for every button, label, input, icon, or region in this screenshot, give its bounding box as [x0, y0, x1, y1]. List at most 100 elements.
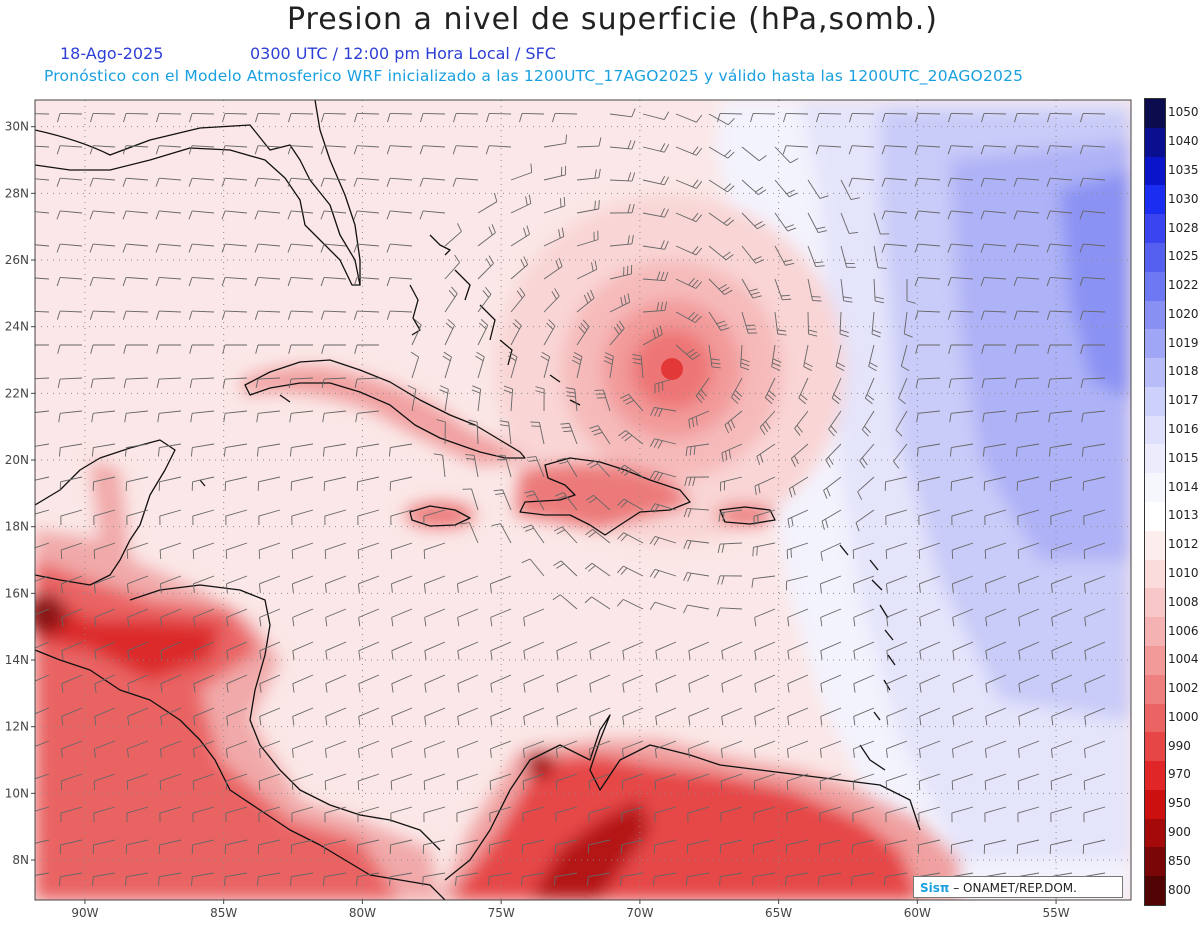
- wind-barb: [720, 476, 743, 492]
- wind-barb: [632, 354, 644, 379]
- wind-barb: [535, 386, 545, 412]
- wind-barb: [89, 145, 116, 155]
- wind-barb: [915, 113, 941, 123]
- wind-barb: [325, 740, 347, 758]
- wind-barb: [560, 422, 578, 445]
- wind-barb: [898, 377, 908, 405]
- wind-barb: [389, 872, 413, 886]
- wind-barb: [222, 377, 248, 388]
- wind-barb: [589, 674, 611, 693]
- wind-barb: [258, 509, 281, 526]
- wind-barb: [477, 255, 494, 280]
- colorbar-label: 1028: [1168, 220, 1199, 235]
- wind-barb: [949, 443, 974, 457]
- wind-barb: [873, 245, 887, 269]
- wind-barb: [355, 410, 380, 423]
- wind-barb: [1081, 443, 1106, 457]
- wind-barb: [521, 558, 545, 577]
- wind-barb: [915, 377, 941, 388]
- wind-barb: [752, 542, 776, 557]
- wind-barb: [189, 344, 215, 354]
- wind-barb: [786, 806, 809, 823]
- wind-barb: [586, 460, 611, 478]
- coast-jamaica: [409, 505, 471, 527]
- wind-barb: [389, 476, 413, 491]
- wind-barb: [159, 575, 182, 593]
- wind-barb: [947, 145, 974, 155]
- wind-barb: [951, 773, 974, 791]
- lat-label: 16N: [5, 586, 29, 600]
- colorbar-segment: [1145, 444, 1165, 474]
- wind-barb: [914, 276, 941, 287]
- wind-barb: [543, 288, 560, 313]
- wind-barb: [159, 542, 182, 560]
- wind-barb: [477, 286, 492, 313]
- wind-barb: [468, 419, 479, 445]
- wind-barb: [224, 872, 248, 886]
- wind-barb: [852, 575, 875, 593]
- wind-barb: [61, 674, 83, 693]
- coast-bahamas-3: [454, 269, 471, 301]
- wind-barb: [320, 145, 347, 155]
- wind-barb: [948, 113, 974, 123]
- wind-barb: [519, 113, 545, 123]
- wind-barb: [89, 243, 116, 253]
- wind-barb: [886, 608, 908, 627]
- wind-barb: [324, 773, 347, 791]
- wind-barb: [35, 277, 50, 280]
- wind-barb: [390, 773, 413, 791]
- wind-barb: [457, 740, 479, 758]
- wind-barb: [358, 608, 380, 627]
- lat-label: 20N: [5, 453, 29, 467]
- colorbar-label: 1050: [1168, 105, 1199, 120]
- wind-barb: [774, 245, 795, 266]
- wind-barb: [127, 674, 149, 693]
- wind-barb: [358, 740, 380, 758]
- wind-barb: [788, 476, 809, 498]
- wind-barb: [490, 641, 512, 660]
- wind-barb: [980, 310, 1007, 320]
- wind-barb: [653, 839, 677, 854]
- colorbar-segment: [1145, 847, 1165, 877]
- wind-barb: [522, 773, 545, 791]
- wind-barb: [225, 773, 248, 791]
- wind-barb: [1079, 310, 1106, 320]
- wind-barb: [320, 243, 347, 253]
- wind-barb: [949, 410, 974, 423]
- wind-barb: [485, 145, 512, 155]
- low-central-america-deep: [35, 590, 220, 680]
- wind-barb: [477, 224, 496, 247]
- wind-barb: [1079, 177, 1106, 187]
- wind-barb: [35, 344, 50, 346]
- low-colombia-deep: [530, 800, 650, 900]
- wind-barb: [452, 145, 479, 155]
- wind-barb: [191, 839, 215, 854]
- wind-barb: [886, 674, 908, 693]
- wind-barb: [791, 443, 809, 467]
- wind-barb: [556, 740, 578, 758]
- colorbar-label: 1015: [1168, 450, 1199, 465]
- wind-barb: [918, 806, 941, 823]
- wind-barb: [291, 542, 314, 560]
- wind-barb: [718, 509, 743, 522]
- wind-barb: [122, 145, 149, 155]
- wind-barb: [522, 806, 545, 823]
- wind-barb: [155, 177, 182, 187]
- wind-barb: [433, 453, 446, 478]
- wind-barb: [683, 508, 710, 518]
- wind-barb: [489, 575, 512, 593]
- wind-barb: [92, 872, 116, 886]
- wind-barb: [621, 773, 644, 791]
- wind-barb: [919, 608, 941, 627]
- wind-barb: [290, 839, 314, 854]
- wind-barb: [1080, 344, 1106, 354]
- wind-barb: [884, 839, 908, 854]
- colorbar-segment: [1145, 559, 1165, 589]
- wind-barb: [127, 608, 149, 627]
- wind-barb: [620, 872, 644, 886]
- wind-barb: [510, 256, 529, 280]
- wind-barb: [292, 707, 314, 726]
- colorbar-segment: [1145, 876, 1165, 906]
- colorbar-segment: [1145, 502, 1165, 532]
